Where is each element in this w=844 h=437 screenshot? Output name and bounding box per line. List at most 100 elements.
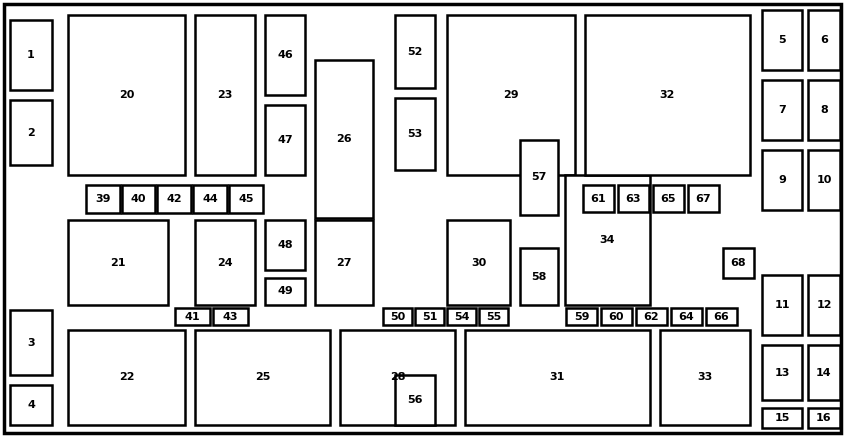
Text: 32: 32 bbox=[659, 90, 674, 100]
Text: 13: 13 bbox=[773, 368, 789, 378]
Bar bbox=[659, 330, 749, 425]
Bar bbox=[807, 345, 839, 400]
Text: 66: 66 bbox=[713, 312, 728, 322]
Text: 41: 41 bbox=[185, 312, 200, 322]
Bar bbox=[600, 308, 631, 325]
Text: 51: 51 bbox=[421, 312, 436, 322]
Bar bbox=[86, 185, 120, 213]
Text: 25: 25 bbox=[255, 372, 270, 382]
Bar bbox=[339, 330, 454, 425]
Bar bbox=[670, 308, 701, 325]
Bar bbox=[584, 15, 749, 175]
Bar bbox=[761, 150, 801, 210]
Text: 6: 6 bbox=[819, 35, 827, 45]
Text: 15: 15 bbox=[773, 413, 789, 423]
Bar bbox=[761, 345, 801, 400]
Bar bbox=[446, 308, 475, 325]
Bar bbox=[122, 185, 154, 213]
Bar bbox=[565, 308, 597, 325]
Bar bbox=[192, 185, 227, 213]
Bar bbox=[519, 140, 557, 215]
Bar bbox=[761, 408, 801, 428]
Text: 27: 27 bbox=[336, 257, 351, 267]
Bar bbox=[617, 185, 648, 212]
Text: 2: 2 bbox=[27, 128, 35, 138]
Bar bbox=[229, 185, 262, 213]
Text: 28: 28 bbox=[389, 372, 405, 382]
Text: 60: 60 bbox=[608, 312, 624, 322]
Text: 40: 40 bbox=[131, 194, 146, 204]
Text: 61: 61 bbox=[590, 194, 606, 204]
Text: 49: 49 bbox=[277, 287, 293, 296]
Bar bbox=[807, 150, 839, 210]
Bar bbox=[414, 308, 443, 325]
Bar bbox=[68, 220, 168, 305]
Bar bbox=[213, 308, 247, 325]
Bar bbox=[479, 308, 507, 325]
Bar bbox=[394, 375, 435, 425]
Bar bbox=[807, 275, 839, 335]
Text: 3: 3 bbox=[27, 337, 35, 347]
Bar bbox=[265, 278, 305, 305]
Text: 50: 50 bbox=[389, 312, 404, 322]
Bar bbox=[265, 15, 305, 95]
Bar bbox=[195, 330, 330, 425]
Text: 59: 59 bbox=[573, 312, 588, 322]
Bar bbox=[68, 15, 185, 175]
Bar bbox=[157, 185, 191, 213]
Text: 54: 54 bbox=[453, 312, 468, 322]
Bar bbox=[807, 10, 839, 70]
Text: 55: 55 bbox=[485, 312, 500, 322]
Bar bbox=[582, 185, 614, 212]
Bar bbox=[195, 220, 255, 305]
Text: 62: 62 bbox=[643, 312, 658, 322]
Bar bbox=[722, 248, 753, 278]
Bar bbox=[265, 220, 305, 270]
Text: 23: 23 bbox=[217, 90, 232, 100]
Text: 33: 33 bbox=[696, 372, 711, 382]
Text: 24: 24 bbox=[217, 257, 233, 267]
Bar bbox=[706, 308, 736, 325]
Text: 65: 65 bbox=[660, 194, 675, 204]
Bar bbox=[636, 308, 666, 325]
Bar bbox=[464, 330, 649, 425]
Bar bbox=[761, 80, 801, 140]
Text: 20: 20 bbox=[119, 90, 134, 100]
Text: 1: 1 bbox=[27, 50, 35, 60]
Text: 53: 53 bbox=[407, 129, 422, 139]
Bar bbox=[265, 105, 305, 175]
Text: 14: 14 bbox=[815, 368, 830, 378]
Text: 39: 39 bbox=[95, 194, 111, 204]
Text: 45: 45 bbox=[238, 194, 253, 204]
Bar bbox=[195, 15, 255, 175]
Text: 5: 5 bbox=[777, 35, 785, 45]
Text: 48: 48 bbox=[277, 240, 293, 250]
Text: 57: 57 bbox=[531, 173, 546, 183]
Text: 47: 47 bbox=[277, 135, 293, 145]
Bar bbox=[687, 185, 718, 212]
Text: 30: 30 bbox=[470, 257, 485, 267]
Text: 12: 12 bbox=[815, 300, 830, 310]
Bar bbox=[565, 175, 649, 305]
Text: 7: 7 bbox=[777, 105, 785, 115]
Text: 26: 26 bbox=[336, 134, 351, 144]
Text: 67: 67 bbox=[695, 194, 711, 204]
Bar bbox=[446, 220, 510, 305]
Bar bbox=[394, 15, 435, 88]
Bar bbox=[382, 308, 412, 325]
Bar bbox=[807, 80, 839, 140]
Bar bbox=[761, 10, 801, 70]
Text: 11: 11 bbox=[773, 300, 789, 310]
Text: 8: 8 bbox=[820, 105, 827, 115]
Bar bbox=[10, 385, 52, 425]
Text: 56: 56 bbox=[407, 395, 422, 405]
Text: 43: 43 bbox=[223, 312, 238, 322]
Text: 31: 31 bbox=[549, 372, 565, 382]
Bar bbox=[10, 100, 52, 165]
Bar bbox=[519, 248, 557, 305]
Text: 22: 22 bbox=[119, 372, 134, 382]
Text: 42: 42 bbox=[166, 194, 181, 204]
Bar bbox=[315, 60, 372, 218]
Bar bbox=[446, 15, 574, 175]
Bar bbox=[761, 275, 801, 335]
